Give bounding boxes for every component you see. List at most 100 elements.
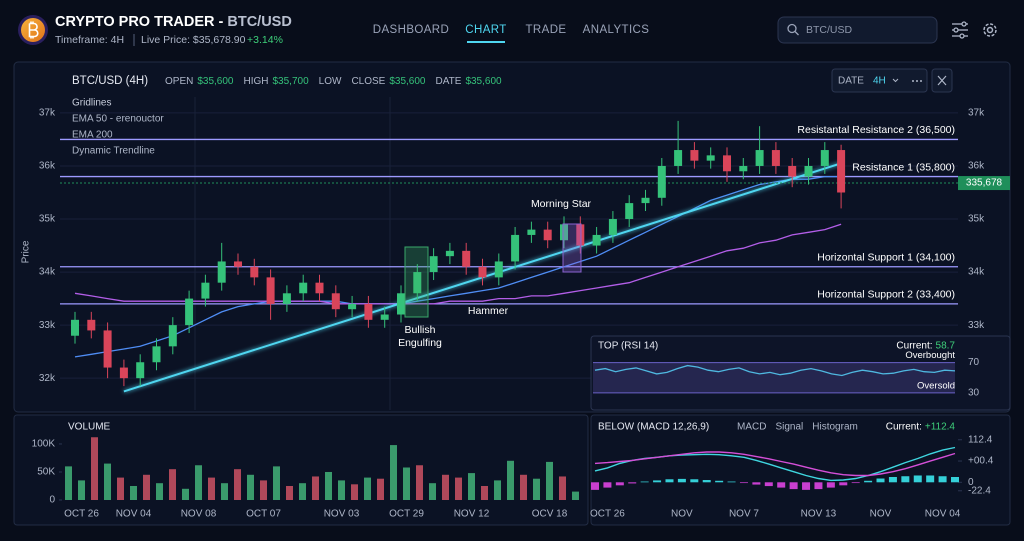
current-price-label: 335,678 [966,178,1003,189]
legend-item: Dynamic Trendline [72,146,155,157]
histogram-bar [777,482,786,488]
macd-chart: 112.4 +00.4 0-22.4 MACD Signal Histogram OCT 2… [590,422,994,520]
y-tick-label-right: 36k [968,161,985,172]
candle-body [592,234,601,246]
nav-item[interactable]: ANALYTICS [583,24,650,36]
rsi-upper-label: Overbought [905,350,955,361]
volume-bar [182,488,189,500]
y-tick-label: 35k [39,214,56,225]
candle-body [674,150,683,166]
stat-value: $35,600 [389,76,426,87]
candle-body [397,293,405,315]
histogram-bar [739,482,748,484]
filter-icon[interactable] [952,21,968,39]
histogram-bar [888,477,897,483]
volume-bar [234,469,241,500]
histogram-bar [789,482,798,490]
ema-line [74,175,842,358]
stat-label: HIGH [244,76,269,87]
legend-item: Histogram [812,422,858,433]
stat-label: OPEN [165,76,193,87]
volume-bar [403,467,410,500]
legend-item: MACD [737,422,766,433]
histogram-bar [764,482,773,487]
candle-body [771,150,780,166]
candle-body [690,150,699,161]
histogram-bar [702,480,711,483]
volume-bar [117,477,124,500]
histogram-bar [814,482,823,490]
volume-bar [299,483,306,500]
y-tick-label: +00.4 [968,456,994,467]
rsi-current-label: Current: [896,341,932,352]
volume-bar [208,477,215,500]
volume-bar [546,461,553,500]
stat-label: DATE [436,76,462,87]
toolbar-timeframe[interactable]: 4H [873,76,886,87]
x-tick-label: OCV 18 [532,509,568,520]
candle-body [87,319,96,331]
legend-item: Signal [775,422,803,433]
chart-title: BTC/USD (4H) [72,75,148,87]
more-icon[interactable] [912,80,922,82]
y-tick-label: 30 [968,388,980,399]
legend-item: Gridlines [72,98,111,109]
volume-chart: 0 50K 100K OCT 26 NOV 04 NOV 08 OCT 07 NOV 03 OC… [32,437,579,520]
nav-item[interactable]: CHART [465,24,506,36]
volume-bar [169,469,176,500]
x-tick-label: NOV [870,509,892,520]
histogram-bar [938,476,947,483]
pattern-highlight [404,246,429,318]
ema-line [74,223,842,305]
y-tick-label: -22.4 [968,485,991,496]
histogram-bar [901,476,910,483]
search-icon [787,23,797,34]
x-tick-label: NOV 13 [801,509,837,520]
histogram-bar [876,478,885,483]
candle-body [299,282,308,294]
volume-bar [507,460,514,500]
candle-body [152,346,161,363]
y-axis-label: Price [21,240,32,263]
macd-title: BELOW (MACD 12,26,9) [598,422,709,433]
nav-item[interactable]: TRADE [526,24,567,36]
volume-bar [156,483,163,500]
x-tick-label: NOV 04 [116,509,152,520]
y-tick-label-right: 35k [968,214,985,225]
histogram-bar [603,482,612,488]
close-icon [937,75,947,86]
histogram-bar [851,482,860,484]
toolbar-date[interactable]: DATE [838,76,864,87]
y-tick-label: 50K [37,467,55,478]
search-box[interactable] [777,16,938,44]
pair: BTC/USD [227,14,291,30]
candle-body [576,224,585,246]
candle-body [315,282,324,294]
x-tick-label: NOV 03 [324,509,360,520]
volume-bar [351,484,358,500]
candle-body [560,224,568,241]
rsi-chart: 70 30 Overbought Oversold 58.7 Current: [593,341,980,399]
nav-item[interactable]: DASHBOARD [373,24,449,36]
x-tick-label: NOV 12 [454,509,490,520]
legend-item: EMA 50 - erenouctor [72,114,164,125]
search-icon-handle [794,31,799,36]
app-title: CRYPTO PRO TRADER - BTC/USD [55,14,292,30]
volume-bar [533,478,540,500]
volume-bar [481,485,488,500]
rsi-line [594,364,956,377]
x-tick-label: NOV [671,509,693,520]
level-label: Resistantal Resistance 2 (36,500) [797,124,955,136]
y-tick-label: 37k [39,108,56,119]
histogram-bar [727,481,736,483]
timeframe: Timeframe: 4H [55,34,124,46]
x-tick-label: OCT 26 [590,509,625,520]
level-label: Horizontal Support 1 (34,100) [817,252,955,264]
settings-icon[interactable] [983,23,997,37]
histogram-bar [926,475,935,483]
candle-body [136,362,145,379]
candle-body [478,266,487,278]
rsi-title: TOP (RSI 14) [598,341,658,352]
y-tick-label-right: 33k [968,320,985,331]
